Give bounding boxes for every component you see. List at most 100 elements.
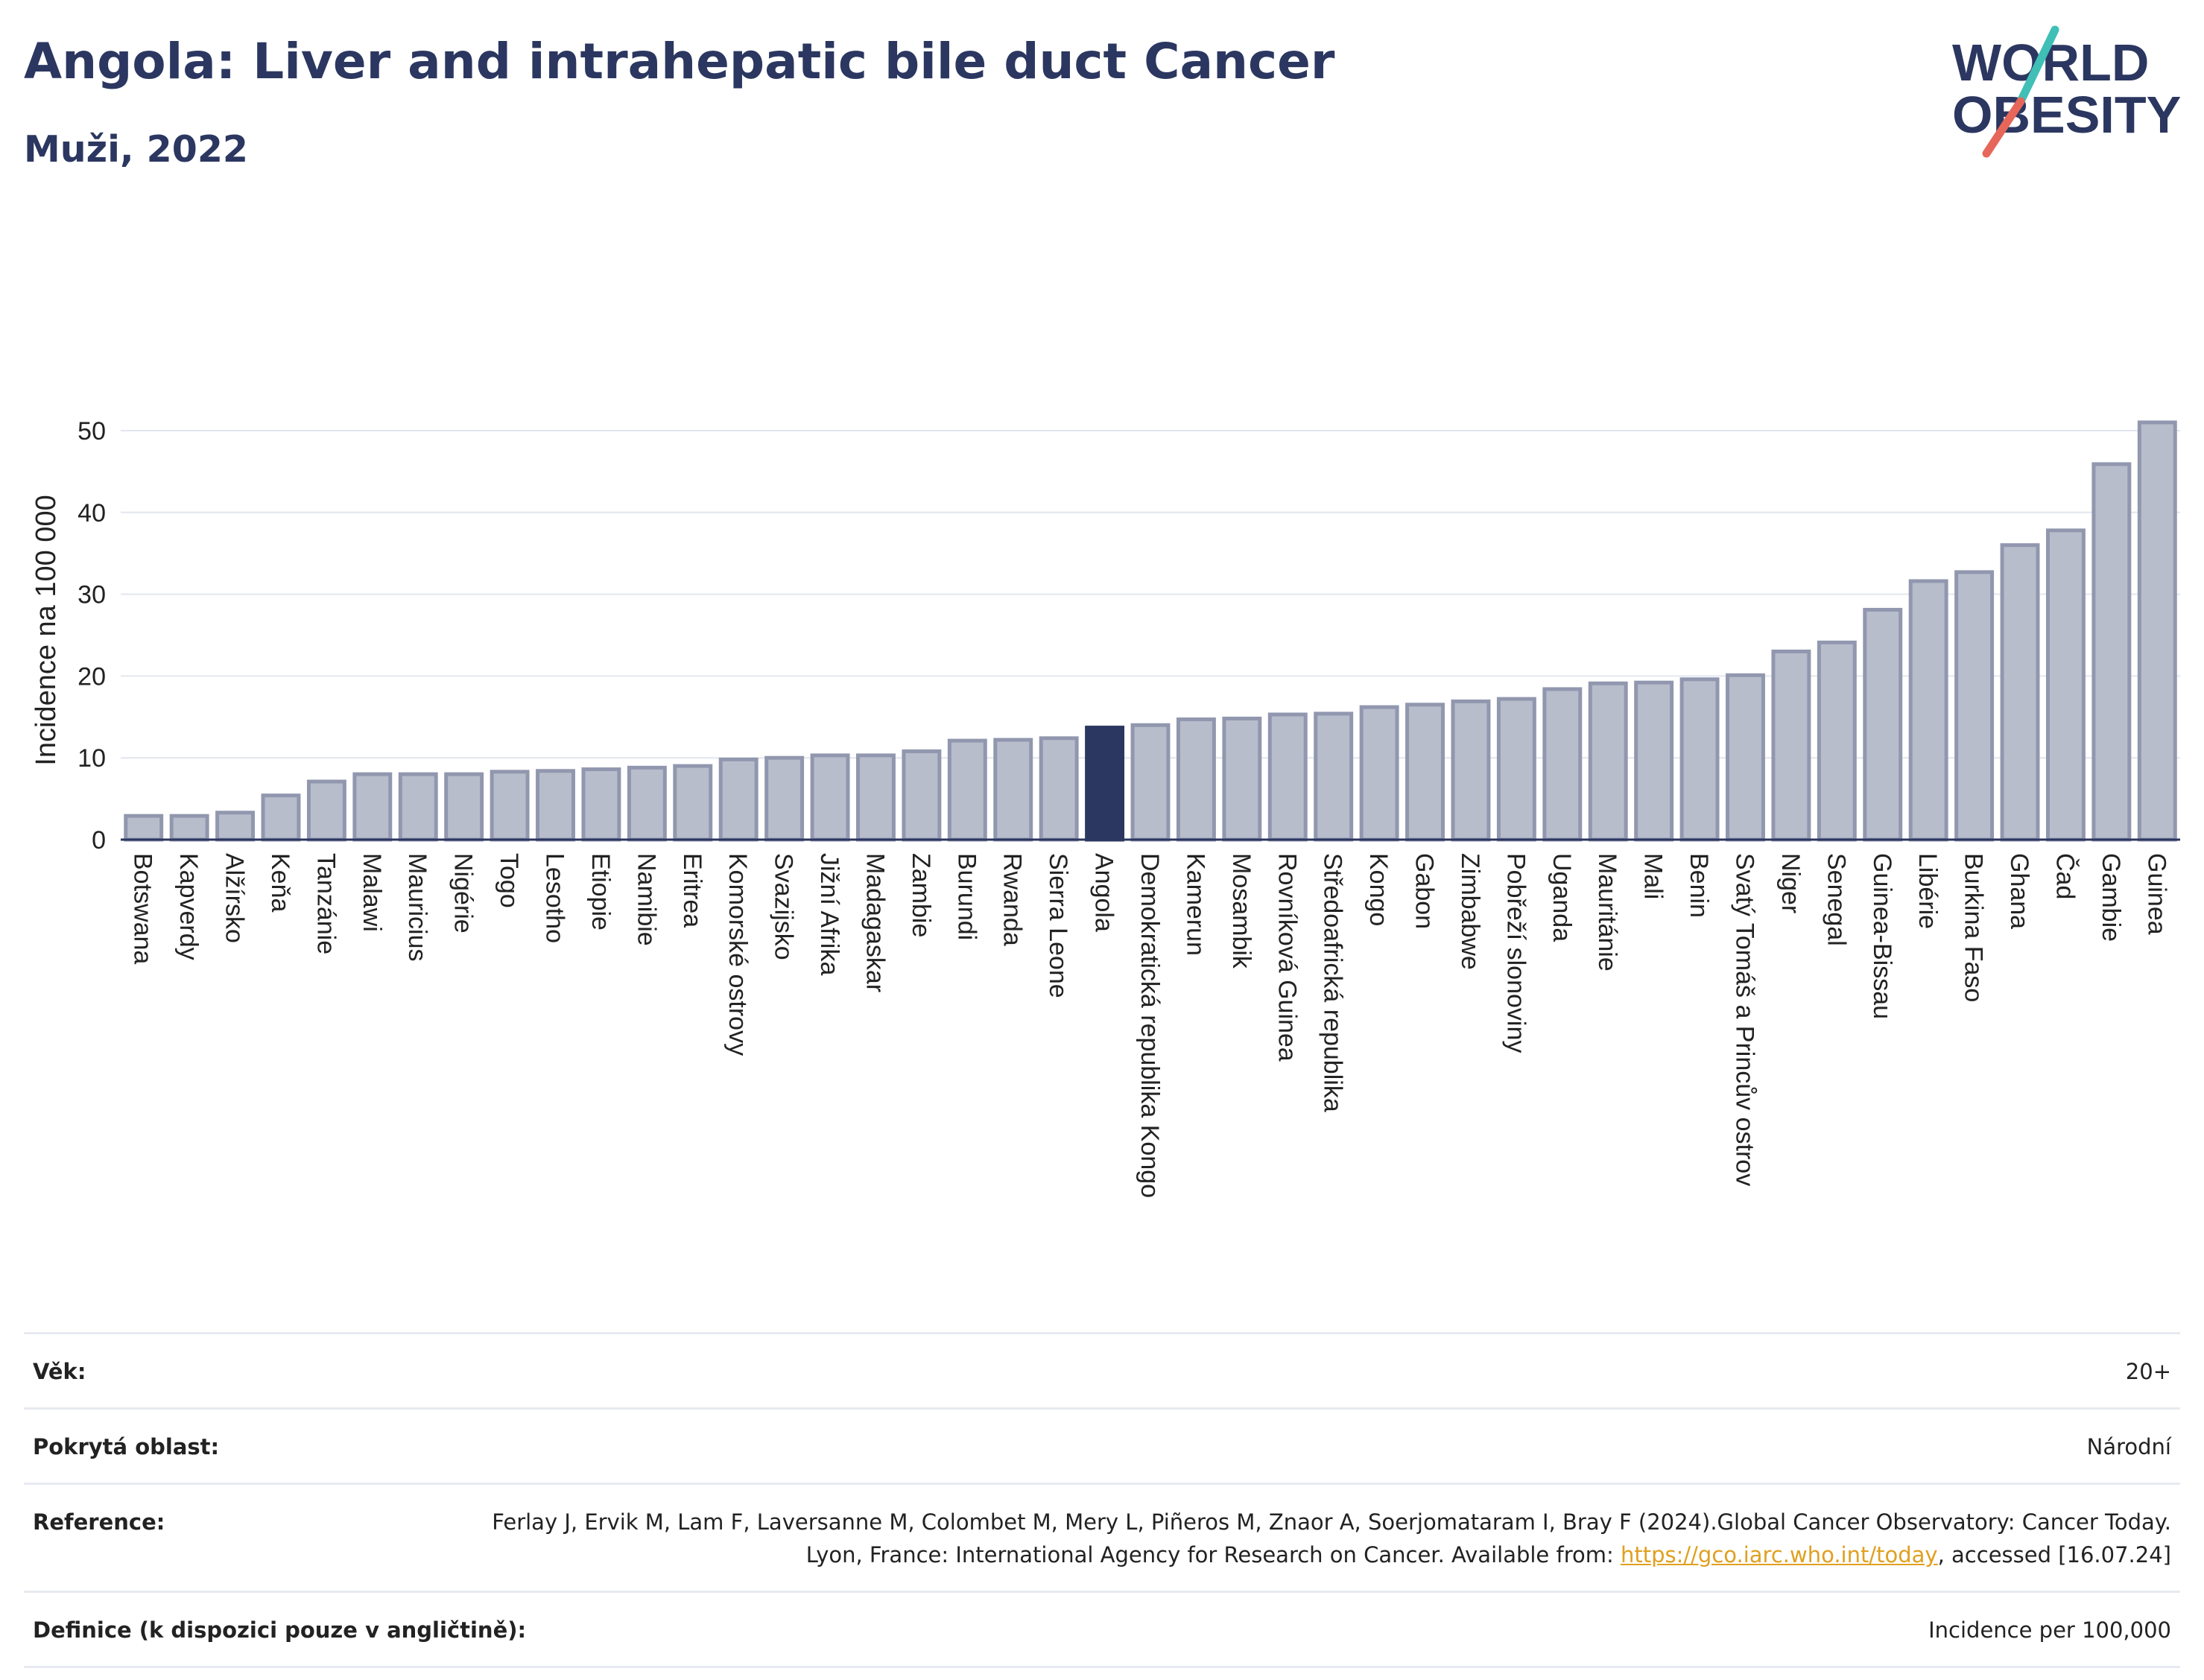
x-tick-label: Guinea-Bissau	[1868, 853, 1896, 1019]
x-tick-label: Burkina Faso	[1960, 853, 1988, 1002]
x-tick-label: Rwanda	[998, 853, 1027, 946]
bar[interactable]	[2091, 462, 2132, 842]
y-tick-label: 0	[92, 826, 106, 855]
x-tick-label: Pobřeží slonoviny	[1501, 853, 1530, 1053]
meta-label-definition: Definice (k dispozici pouze v angličtině…	[33, 1617, 527, 1643]
bar[interactable]	[581, 767, 621, 842]
chart-title: Angola: Liver and intrahepatic bile duct…	[24, 33, 1335, 90]
bar[interactable]	[1634, 680, 1674, 842]
x-tick-label: Nigérie	[449, 853, 478, 933]
x-tick-label: Sierra Leone	[1044, 853, 1072, 998]
bar[interactable]	[810, 753, 850, 842]
reference-text-after: , accessed [16.07.24]	[1937, 1542, 2171, 1568]
bar[interactable]	[1954, 570, 1995, 842]
y-tick-label: 30	[77, 581, 106, 609]
meta-value-reference: Ferlay J, Ervik M, Lam F, Laversanne M, …	[472, 1506, 2171, 1571]
x-tick-label: Demokratická republika Kongo	[1136, 853, 1164, 1198]
logo-slash-red	[1982, 97, 2025, 158]
meta-row-area: Pokrytá oblast: Národní	[24, 1407, 2180, 1483]
x-tick-label: Malawi	[358, 853, 386, 932]
meta-label-age: Věk:	[33, 1359, 86, 1384]
x-tick-label: Tanzánie	[311, 853, 340, 954]
x-tick-label: Guinea	[2142, 853, 2170, 935]
bar[interactable]	[718, 757, 759, 842]
world-obesity-logo: WORLD OBESITY	[1952, 25, 2181, 158]
x-tick-label: Mauritánie	[1593, 853, 1621, 971]
bar[interactable]	[536, 769, 575, 842]
bar[interactable]	[1817, 640, 1857, 842]
bar[interactable]	[1130, 723, 1171, 842]
bar[interactable]	[1908, 579, 1948, 842]
bar[interactable]	[1679, 677, 1720, 842]
meta-value-area: Národní	[2086, 1434, 2171, 1459]
x-tick-label: Čad	[2051, 853, 2079, 899]
bar[interactable]	[1771, 649, 1811, 842]
x-tick-label: Madagaskar	[861, 853, 889, 992]
bar[interactable]	[261, 793, 301, 842]
bar[interactable]	[2000, 543, 2040, 842]
bar[interactable]	[2045, 528, 2086, 842]
x-tick-label: Angola	[1090, 853, 1118, 932]
bars	[124, 420, 2177, 842]
bar[interactable]	[1176, 717, 1216, 842]
x-tick-label: Jižní Afrika	[815, 853, 843, 975]
x-tick-label: Svazijsko	[770, 853, 798, 960]
x-tick-label: Gambie	[2097, 853, 2125, 942]
bar[interactable]	[1496, 697, 1536, 842]
bar[interactable]	[1314, 711, 1354, 842]
x-tick-labels: Botswana Kapverdy Alžírsko Keňa Tanzánie Mala…	[129, 853, 2171, 1198]
x-tick-label: Mosambik	[1227, 853, 1255, 969]
x-tick-label: Ghana	[2005, 853, 2033, 929]
bar[interactable]	[856, 753, 896, 842]
bar[interactable]	[1039, 736, 1079, 842]
bar[interactable]	[1542, 687, 1583, 842]
x-tick-label: Mali	[1639, 853, 1668, 899]
x-tick-label: Niger	[1776, 853, 1805, 913]
bar[interactable]	[1405, 703, 1445, 842]
bar[interactable]	[764, 755, 805, 842]
x-tick-label: Namibie	[632, 853, 660, 946]
meta-row-age: Věk: 20+	[24, 1332, 2180, 1407]
bar[interactable]	[444, 772, 484, 842]
bar[interactable]	[1267, 712, 1308, 842]
meta-label-area: Pokrytá oblast:	[33, 1434, 220, 1459]
bar[interactable]	[215, 811, 256, 842]
x-tick-label: Libérie	[1913, 853, 1942, 929]
bar[interactable]	[1726, 673, 1765, 842]
x-tick-label: Gabon	[1410, 853, 1439, 929]
y-tick-labels: 0 10 20 30 40 50	[77, 417, 106, 855]
x-tick-label: Kongo	[1364, 853, 1393, 926]
bar[interactable]	[1222, 716, 1262, 842]
bar[interactable]	[993, 738, 1033, 842]
bar[interactable]	[1588, 681, 1628, 842]
x-tick-label: Lesotho	[541, 853, 569, 943]
bar[interactable]	[490, 770, 530, 842]
y-axis-label: Incidence na 100 000	[31, 495, 62, 765]
bar[interactable]	[902, 749, 942, 842]
bar[interactable]	[947, 738, 987, 842]
metadata-table: Věk: 20+ Pokrytá oblast: Národní Referen…	[24, 1332, 2180, 1668]
bar[interactable]	[2137, 420, 2177, 842]
bar[interactable]	[673, 764, 713, 842]
meta-value-age: 20+	[2125, 1359, 2171, 1384]
bar[interactable]	[398, 772, 438, 842]
bar[interactable]	[1863, 607, 1903, 842]
reference-link[interactable]: https://gco.iarc.who.int/today	[1620, 1542, 1938, 1568]
x-tick-label: Botswana	[129, 853, 157, 964]
bar[interactable]	[169, 814, 209, 842]
bar[interactable]	[124, 814, 164, 842]
x-tick-label: Uganda	[1548, 853, 1576, 942]
bar[interactable]	[352, 772, 393, 842]
bar[interactable]	[1451, 699, 1491, 842]
bar[interactable]	[627, 765, 667, 842]
meta-label-reference: Reference:	[33, 1509, 165, 1535]
bar[interactable]	[1359, 705, 1399, 842]
x-tick-label: Togo	[495, 853, 523, 908]
y-tick-label: 10	[77, 744, 106, 773]
meta-row-definition: Definice (k dispozici pouze v angličtině…	[24, 1591, 2180, 1668]
bar[interactable]	[1085, 726, 1125, 842]
bar[interactable]	[306, 779, 346, 842]
x-tick-label: Mauricius	[403, 853, 431, 961]
x-tick-label: Burundi	[952, 853, 981, 940]
logo-slash-teal	[2016, 25, 2059, 106]
